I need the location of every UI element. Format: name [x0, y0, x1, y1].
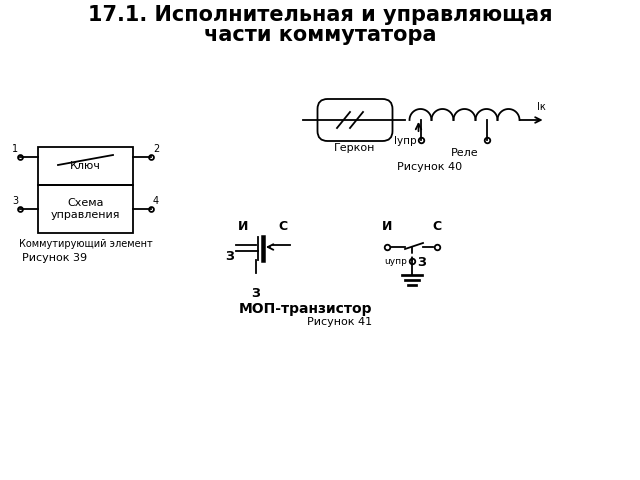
Text: 1: 1 [12, 144, 18, 154]
Text: Ключ: Ключ [70, 161, 101, 171]
Text: Коммутирующий элемент: Коммутирующий элемент [19, 239, 152, 249]
Text: С: С [433, 220, 442, 233]
Text: Схема
управления: Схема управления [51, 198, 120, 220]
Text: 17.1. Исполнительная и управляющая: 17.1. Исполнительная и управляющая [88, 5, 552, 25]
Text: МОП-транзистор: МОП-транзистор [238, 302, 372, 316]
Bar [38, 185, 133, 233]
Text: З: З [252, 287, 260, 300]
Text: 4: 4 [153, 196, 159, 206]
Text: З: З [417, 255, 426, 268]
Text: части коммутатора: части коммутатора [204, 25, 436, 45]
Text: З: З [225, 251, 234, 264]
Text: uупр: uупр [384, 257, 407, 266]
Text: Iк: Iк [538, 102, 547, 112]
Text: Геркон: Геркон [334, 143, 376, 153]
Text: Рисунок 41: Рисунок 41 [307, 317, 372, 327]
Bar [38, 147, 133, 185]
Text: Рисунок 40: Рисунок 40 [397, 162, 463, 172]
Text: Iупр: Iупр [394, 136, 417, 146]
Text: 2: 2 [153, 144, 159, 154]
Text: И: И [382, 220, 392, 233]
Text: С: С [278, 220, 287, 233]
Text: 3: 3 [12, 196, 18, 206]
Text: Рисунок 39: Рисунок 39 [22, 253, 88, 263]
Text: И: И [238, 220, 248, 233]
Text: Реле: Реле [451, 148, 478, 158]
